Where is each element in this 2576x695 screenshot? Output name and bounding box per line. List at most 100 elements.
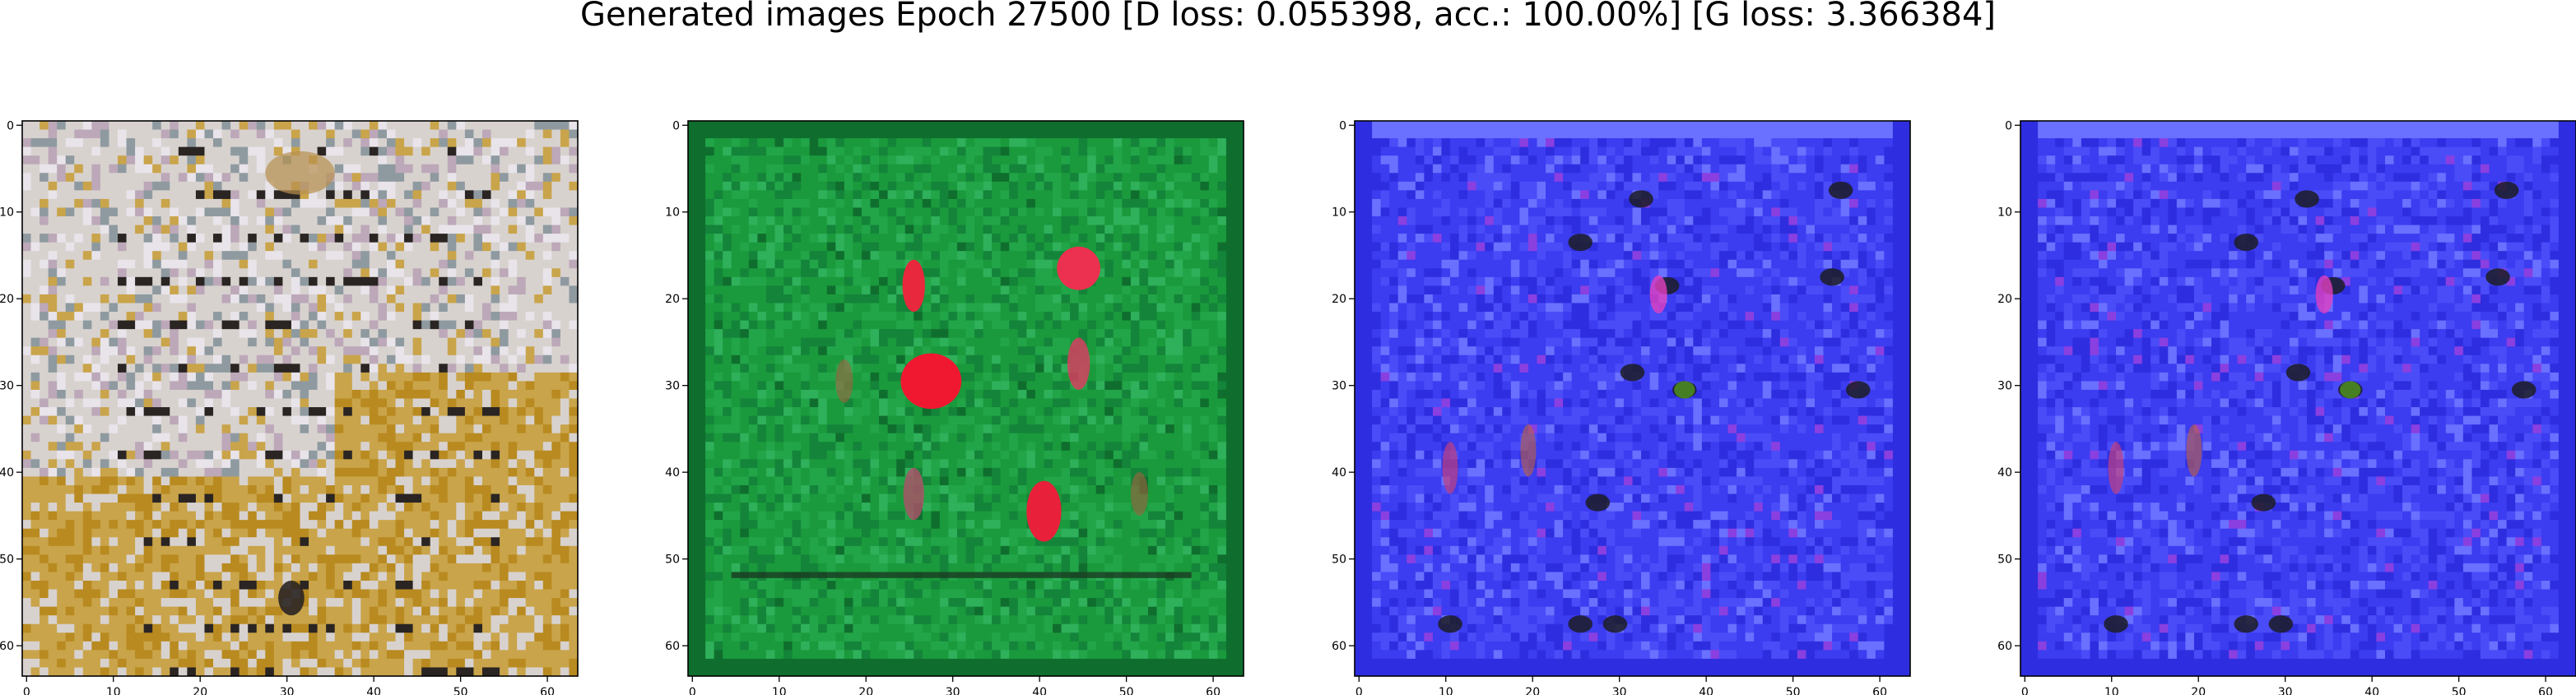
pixel bbox=[473, 234, 483, 243]
pixel bbox=[317, 146, 327, 156]
pixel bbox=[534, 155, 544, 165]
pixel bbox=[500, 424, 509, 434]
pixel bbox=[508, 164, 518, 174]
pixel bbox=[22, 459, 32, 469]
pixel bbox=[879, 138, 889, 148]
pixel bbox=[757, 198, 767, 209]
pixel bbox=[360, 563, 370, 573]
pixel bbox=[826, 207, 836, 217]
pixel bbox=[369, 667, 379, 676]
pixel bbox=[481, 242, 492, 252]
pixel bbox=[48, 251, 58, 261]
pixel bbox=[473, 155, 483, 165]
pixel bbox=[109, 251, 119, 261]
pixel bbox=[343, 520, 353, 530]
pixel bbox=[135, 173, 145, 183]
pixel bbox=[491, 433, 500, 442]
pixel bbox=[844, 190, 853, 200]
pixel bbox=[178, 545, 188, 555]
pixel bbox=[542, 276, 552, 286]
pixel bbox=[551, 589, 561, 599]
pixel bbox=[696, 146, 706, 156]
pixel bbox=[300, 276, 309, 286]
pixel bbox=[309, 415, 319, 425]
pixel bbox=[404, 476, 414, 486]
pixel bbox=[187, 259, 197, 269]
pixel bbox=[256, 493, 266, 503]
pixel bbox=[723, 173, 732, 183]
pixel bbox=[861, 225, 872, 234]
pixel bbox=[48, 354, 58, 364]
pixel bbox=[447, 198, 457, 209]
pixel bbox=[481, 606, 492, 616]
pixel bbox=[439, 442, 449, 452]
pixel bbox=[551, 155, 561, 165]
pixel bbox=[931, 146, 941, 156]
pixel bbox=[948, 164, 958, 174]
pixel bbox=[326, 225, 336, 234]
pixel bbox=[569, 389, 578, 400]
pixel bbox=[317, 268, 327, 278]
pixel bbox=[464, 381, 475, 391]
pixel bbox=[534, 389, 544, 400]
pixel bbox=[765, 216, 776, 226]
pixel bbox=[213, 155, 223, 165]
pixel bbox=[887, 129, 897, 139]
pixel bbox=[1104, 155, 1114, 165]
pixel bbox=[1191, 225, 1201, 234]
pixel bbox=[248, 563, 258, 573]
pixel bbox=[170, 450, 179, 460]
pixel bbox=[195, 312, 206, 322]
pixel bbox=[213, 528, 223, 538]
pixel bbox=[326, 528, 336, 538]
pixel bbox=[464, 346, 475, 356]
pixel bbox=[1208, 190, 1218, 200]
pixel bbox=[91, 190, 101, 200]
pixel bbox=[1017, 181, 1027, 191]
pixel bbox=[334, 190, 344, 200]
pixel bbox=[273, 476, 284, 486]
pixel bbox=[774, 198, 784, 209]
pixel bbox=[109, 389, 119, 400]
pixel bbox=[248, 364, 258, 373]
pixel bbox=[525, 467, 535, 478]
pixel bbox=[126, 190, 136, 200]
pixel bbox=[464, 337, 475, 347]
pixel bbox=[30, 442, 40, 452]
pixel bbox=[500, 337, 509, 347]
pixel bbox=[109, 234, 119, 243]
pixel bbox=[386, 398, 397, 408]
pixel bbox=[542, 484, 552, 495]
pixel bbox=[517, 415, 527, 425]
pixel bbox=[369, 181, 379, 191]
pixel bbox=[723, 146, 732, 156]
pixel bbox=[187, 511, 197, 521]
pixel bbox=[395, 554, 405, 564]
pixel bbox=[265, 389, 275, 400]
pixel bbox=[491, 545, 500, 555]
pixel bbox=[195, 268, 206, 278]
pixel bbox=[273, 545, 284, 555]
pixel bbox=[100, 337, 110, 347]
pixel bbox=[896, 225, 906, 234]
pixel bbox=[48, 190, 58, 200]
pixel bbox=[447, 155, 457, 165]
pixel bbox=[481, 181, 492, 191]
pixel bbox=[1235, 190, 1244, 200]
pixel bbox=[118, 528, 128, 538]
pixel bbox=[456, 632, 466, 642]
pixel bbox=[170, 155, 179, 165]
pixel bbox=[534, 520, 544, 530]
pixel bbox=[160, 381, 170, 391]
pixel bbox=[65, 320, 75, 330]
pixel bbox=[135, 667, 145, 676]
pixel bbox=[300, 294, 309, 304]
pixel bbox=[195, 528, 206, 538]
pixel bbox=[1225, 146, 1236, 156]
pixel bbox=[1070, 129, 1080, 139]
pixel bbox=[456, 346, 466, 356]
pixel bbox=[152, 563, 162, 573]
pixel bbox=[879, 164, 889, 174]
pixel bbox=[291, 294, 301, 304]
pixel bbox=[464, 354, 475, 364]
